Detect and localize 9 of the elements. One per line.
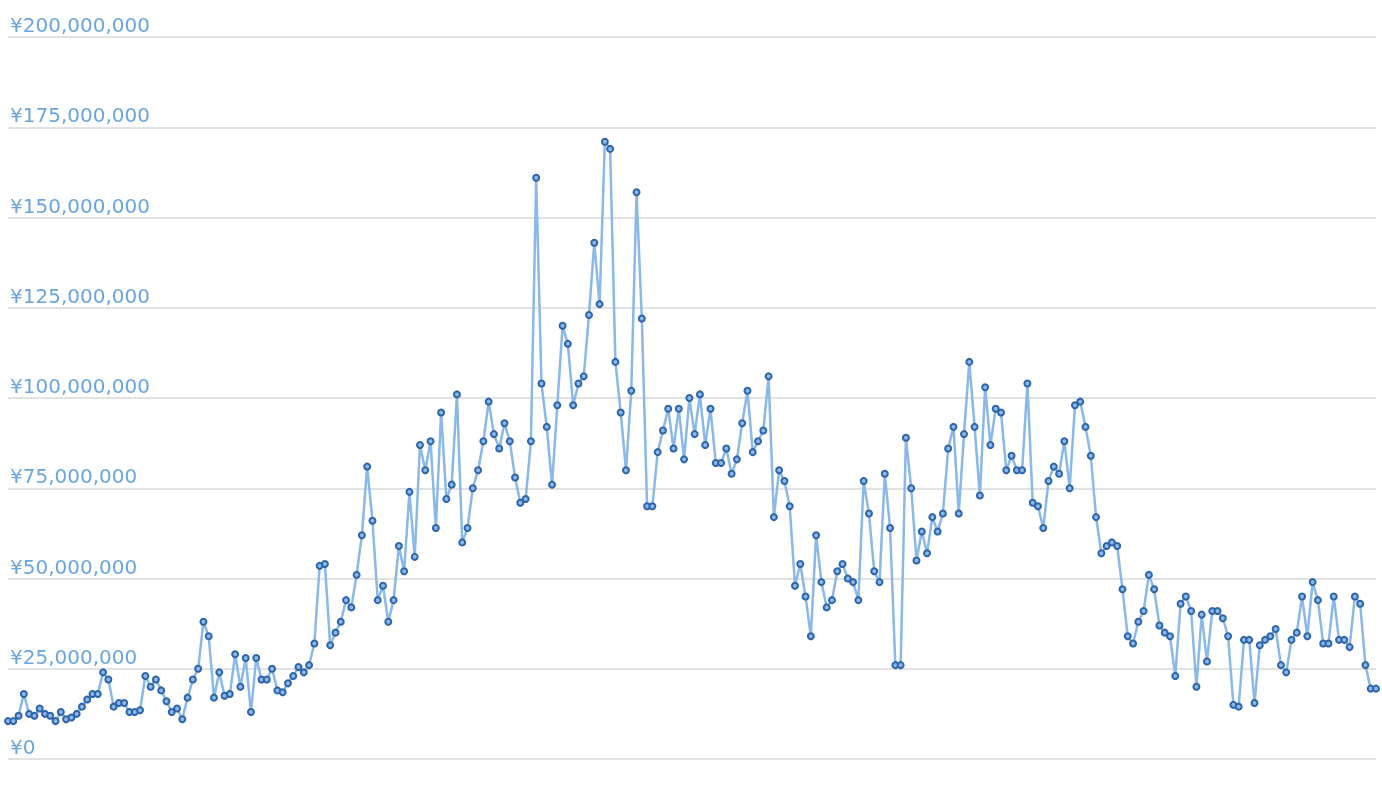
y-tick-label: ¥100,000,000 <box>10 374 150 398</box>
y-tick-label: ¥150,000,000 <box>10 193 150 218</box>
y-tick-label: ¥175,000,000 <box>10 103 150 128</box>
y-tick-label: ¥0 <box>10 735 36 759</box>
y-tick-label: ¥75,000,000 <box>10 464 138 489</box>
y-tick-label: ¥50,000,000 <box>10 554 138 579</box>
y-tick-label: ¥25,000,000 <box>10 644 138 669</box>
y-tick-label: ¥125,000,000 <box>10 283 150 308</box>
y-tick-label: ¥200,000,000 <box>10 13 150 37</box>
